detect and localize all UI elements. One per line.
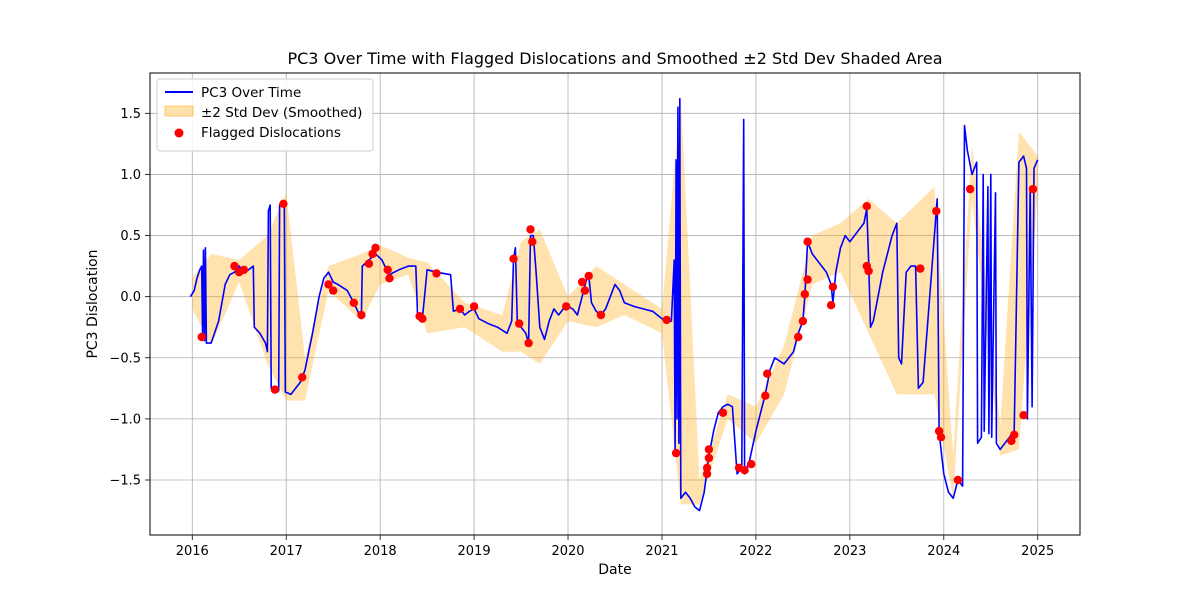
flagged-point (584, 271, 593, 281)
std-band (192, 95, 1038, 505)
flagged-point (298, 373, 307, 382)
flagged-point (671, 448, 681, 458)
y-tick-label: −0.5 (109, 351, 141, 366)
legend-flag-label: Flagged Dislocations (201, 125, 341, 141)
flagged-point (704, 445, 714, 454)
flagged-point (718, 408, 728, 417)
plot-area-frame (149, 72, 1081, 536)
flagged-point (803, 237, 812, 246)
flagged-point (932, 206, 941, 216)
legend-flag-swatch (174, 128, 184, 138)
flagged-point (239, 265, 249, 274)
y-tick-label: 0.0 (120, 290, 141, 305)
y-tick-label: 0.5 (120, 229, 141, 244)
flagged-point (197, 332, 206, 342)
flagged-point (953, 475, 963, 485)
flagged-point (371, 243, 380, 252)
flagged-point (702, 463, 712, 472)
y-axis-label: PC3 Dislocation (85, 249, 101, 358)
x-tick-label: 2018 (364, 544, 397, 559)
legend-band-swatch (164, 105, 194, 117)
flagged-point (763, 369, 772, 378)
flagged-point (704, 453, 714, 463)
flagged-points (197, 184, 1038, 485)
chart-title: PC3 Over Time with Flagged Dislocations … (287, 49, 942, 68)
x-tick-label: 2023 (833, 544, 866, 559)
x-tick-label: 2021 (645, 544, 678, 559)
flagged-point (577, 277, 587, 287)
flagged-point (1028, 184, 1038, 194)
flagged-point (662, 315, 671, 325)
flagged-point (515, 319, 524, 328)
flagged-point (580, 286, 590, 295)
flagged-point (740, 466, 749, 475)
x-tick-label: 2025 (1021, 544, 1054, 559)
flagged-point (965, 184, 975, 194)
flagged-point (1010, 430, 1019, 439)
legend-box (156, 78, 374, 152)
flagged-point (747, 459, 756, 469)
flagged-point (524, 338, 533, 348)
flagged-point (528, 237, 537, 246)
x-tick-label: 2020 (551, 544, 584, 559)
flagged-point (455, 304, 465, 314)
flagged-point (385, 274, 394, 283)
flagged-point (862, 202, 871, 211)
x-tick-label: 2022 (739, 544, 772, 559)
y-tick-label: 1.0 (120, 168, 141, 183)
flagged-point (509, 254, 518, 263)
flagged-point (526, 225, 535, 234)
flagged-point (936, 433, 946, 442)
flagged-point (1019, 411, 1028, 420)
legend: PC3 Over Time ±2 Std Dev (Smoothed) Flag… (156, 78, 374, 152)
flagged-point (364, 259, 374, 268)
y-tick-label: −1.0 (109, 412, 141, 427)
y-tick-label: 1.5 (120, 107, 141, 122)
grid (150, 73, 1080, 535)
flagged-point (357, 310, 366, 320)
flagged-point (596, 310, 606, 320)
y-axis-ticks: −1.5 −1.0 −0.5 0.0 0.5 1.0 1.5 (109, 107, 150, 489)
flagged-point (562, 302, 571, 311)
x-axis-ticks: 2016 2017 2018 2019 2020 2021 2022 2023 2024 2025 (176, 535, 1054, 559)
flagged-point (418, 314, 427, 323)
flagged-point (794, 332, 803, 342)
flagged-point (432, 269, 441, 278)
flagged-point (828, 282, 838, 292)
x-tick-label: 2017 (270, 544, 303, 559)
x-tick-label: 2016 (176, 544, 209, 559)
legend-band-label: ±2 Std Dev (Smoothed) (201, 105, 362, 121)
flagged-point (803, 275, 812, 284)
flagged-point (800, 290, 809, 299)
flagged-point (279, 199, 288, 208)
flagged-point (270, 385, 280, 394)
flagged-point (916, 264, 925, 273)
flagged-point (469, 302, 479, 311)
legend-line-label: PC3 Over Time (201, 85, 301, 101)
flagged-point (761, 391, 770, 400)
x-tick-label: 2024 (927, 544, 960, 559)
std-band-area (192, 95, 1038, 505)
flagged-point (864, 266, 873, 276)
flagged-point (826, 301, 836, 310)
y-tick-label: −1.5 (109, 474, 141, 489)
flagged-point (324, 280, 333, 289)
flagged-point (798, 316, 808, 326)
x-axis-label: Date (598, 562, 631, 578)
flagged-point (349, 298, 358, 307)
flagged-point (383, 265, 392, 274)
flagged-point (230, 261, 239, 271)
flagged-point (702, 469, 712, 479)
x-tick-label: 2019 (458, 544, 491, 559)
flagged-point (329, 286, 338, 295)
